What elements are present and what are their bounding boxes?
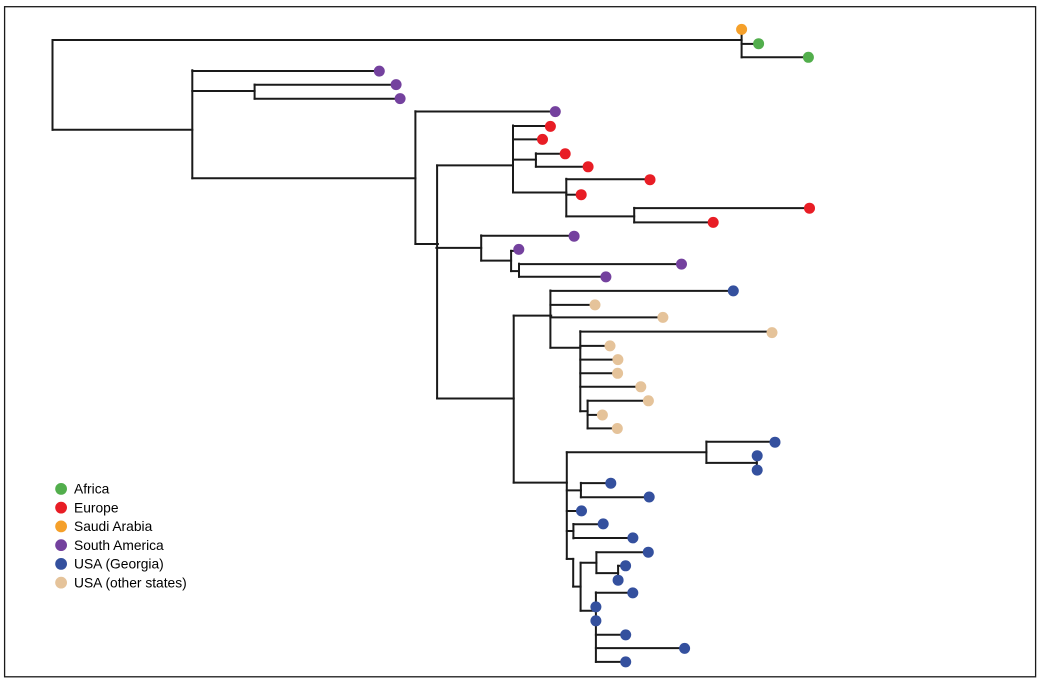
svg-text:Africa: Africa	[74, 482, 110, 497]
svg-text:Europe: Europe	[74, 500, 119, 515]
svg-text:Saudi Arabia: Saudi Arabia	[74, 519, 153, 534]
svg-text:USA (other states): USA (other states)	[74, 575, 187, 590]
svg-text:South America: South America	[74, 538, 164, 553]
svg-text:USA (Georgia): USA (Georgia)	[74, 557, 164, 572]
